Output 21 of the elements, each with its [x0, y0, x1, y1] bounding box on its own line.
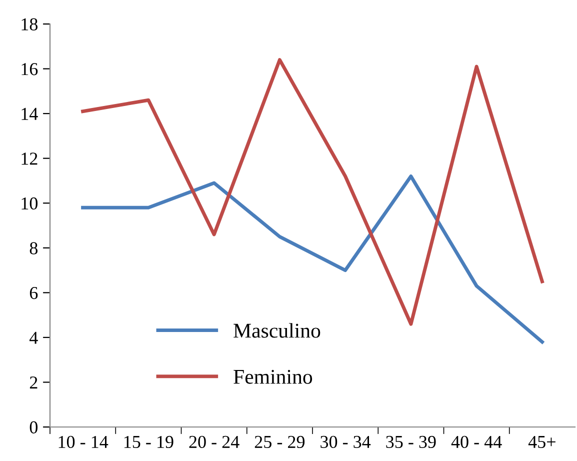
x-tick-label: 25 - 29 — [254, 436, 305, 448]
y-tick-label: 2 — [30, 376, 38, 388]
line-series — [81, 174, 544, 344]
legend-label: Feminino — [234, 370, 312, 384]
legend-label: Masculino — [234, 323, 320, 338]
y-tick-label: 8 — [30, 242, 38, 254]
y-tick-label: 16 — [22, 63, 38, 76]
x-tick-label: 40 - 44 — [451, 436, 502, 448]
y-tick-label: 18 — [22, 18, 38, 30]
y-tick-label: 0 — [30, 421, 38, 434]
x-tick-label: 35 - 39 — [386, 436, 436, 448]
x-tick-label: 15 - 19 — [124, 436, 174, 448]
x-tick-label: 10 - 14 — [58, 436, 108, 448]
x-tick-label: 45+ — [528, 436, 556, 448]
y-tick-label: 4 — [30, 332, 38, 344]
x-tick-label: 30 - 34 — [320, 436, 371, 448]
y-tick-label: 6 — [30, 286, 38, 300]
y-tick-label: 14 — [22, 108, 38, 120]
y-tick-label: 12 — [22, 152, 38, 165]
x-tick-label: 20 - 24 — [189, 436, 240, 448]
y-tick-label: 10 — [22, 197, 38, 210]
